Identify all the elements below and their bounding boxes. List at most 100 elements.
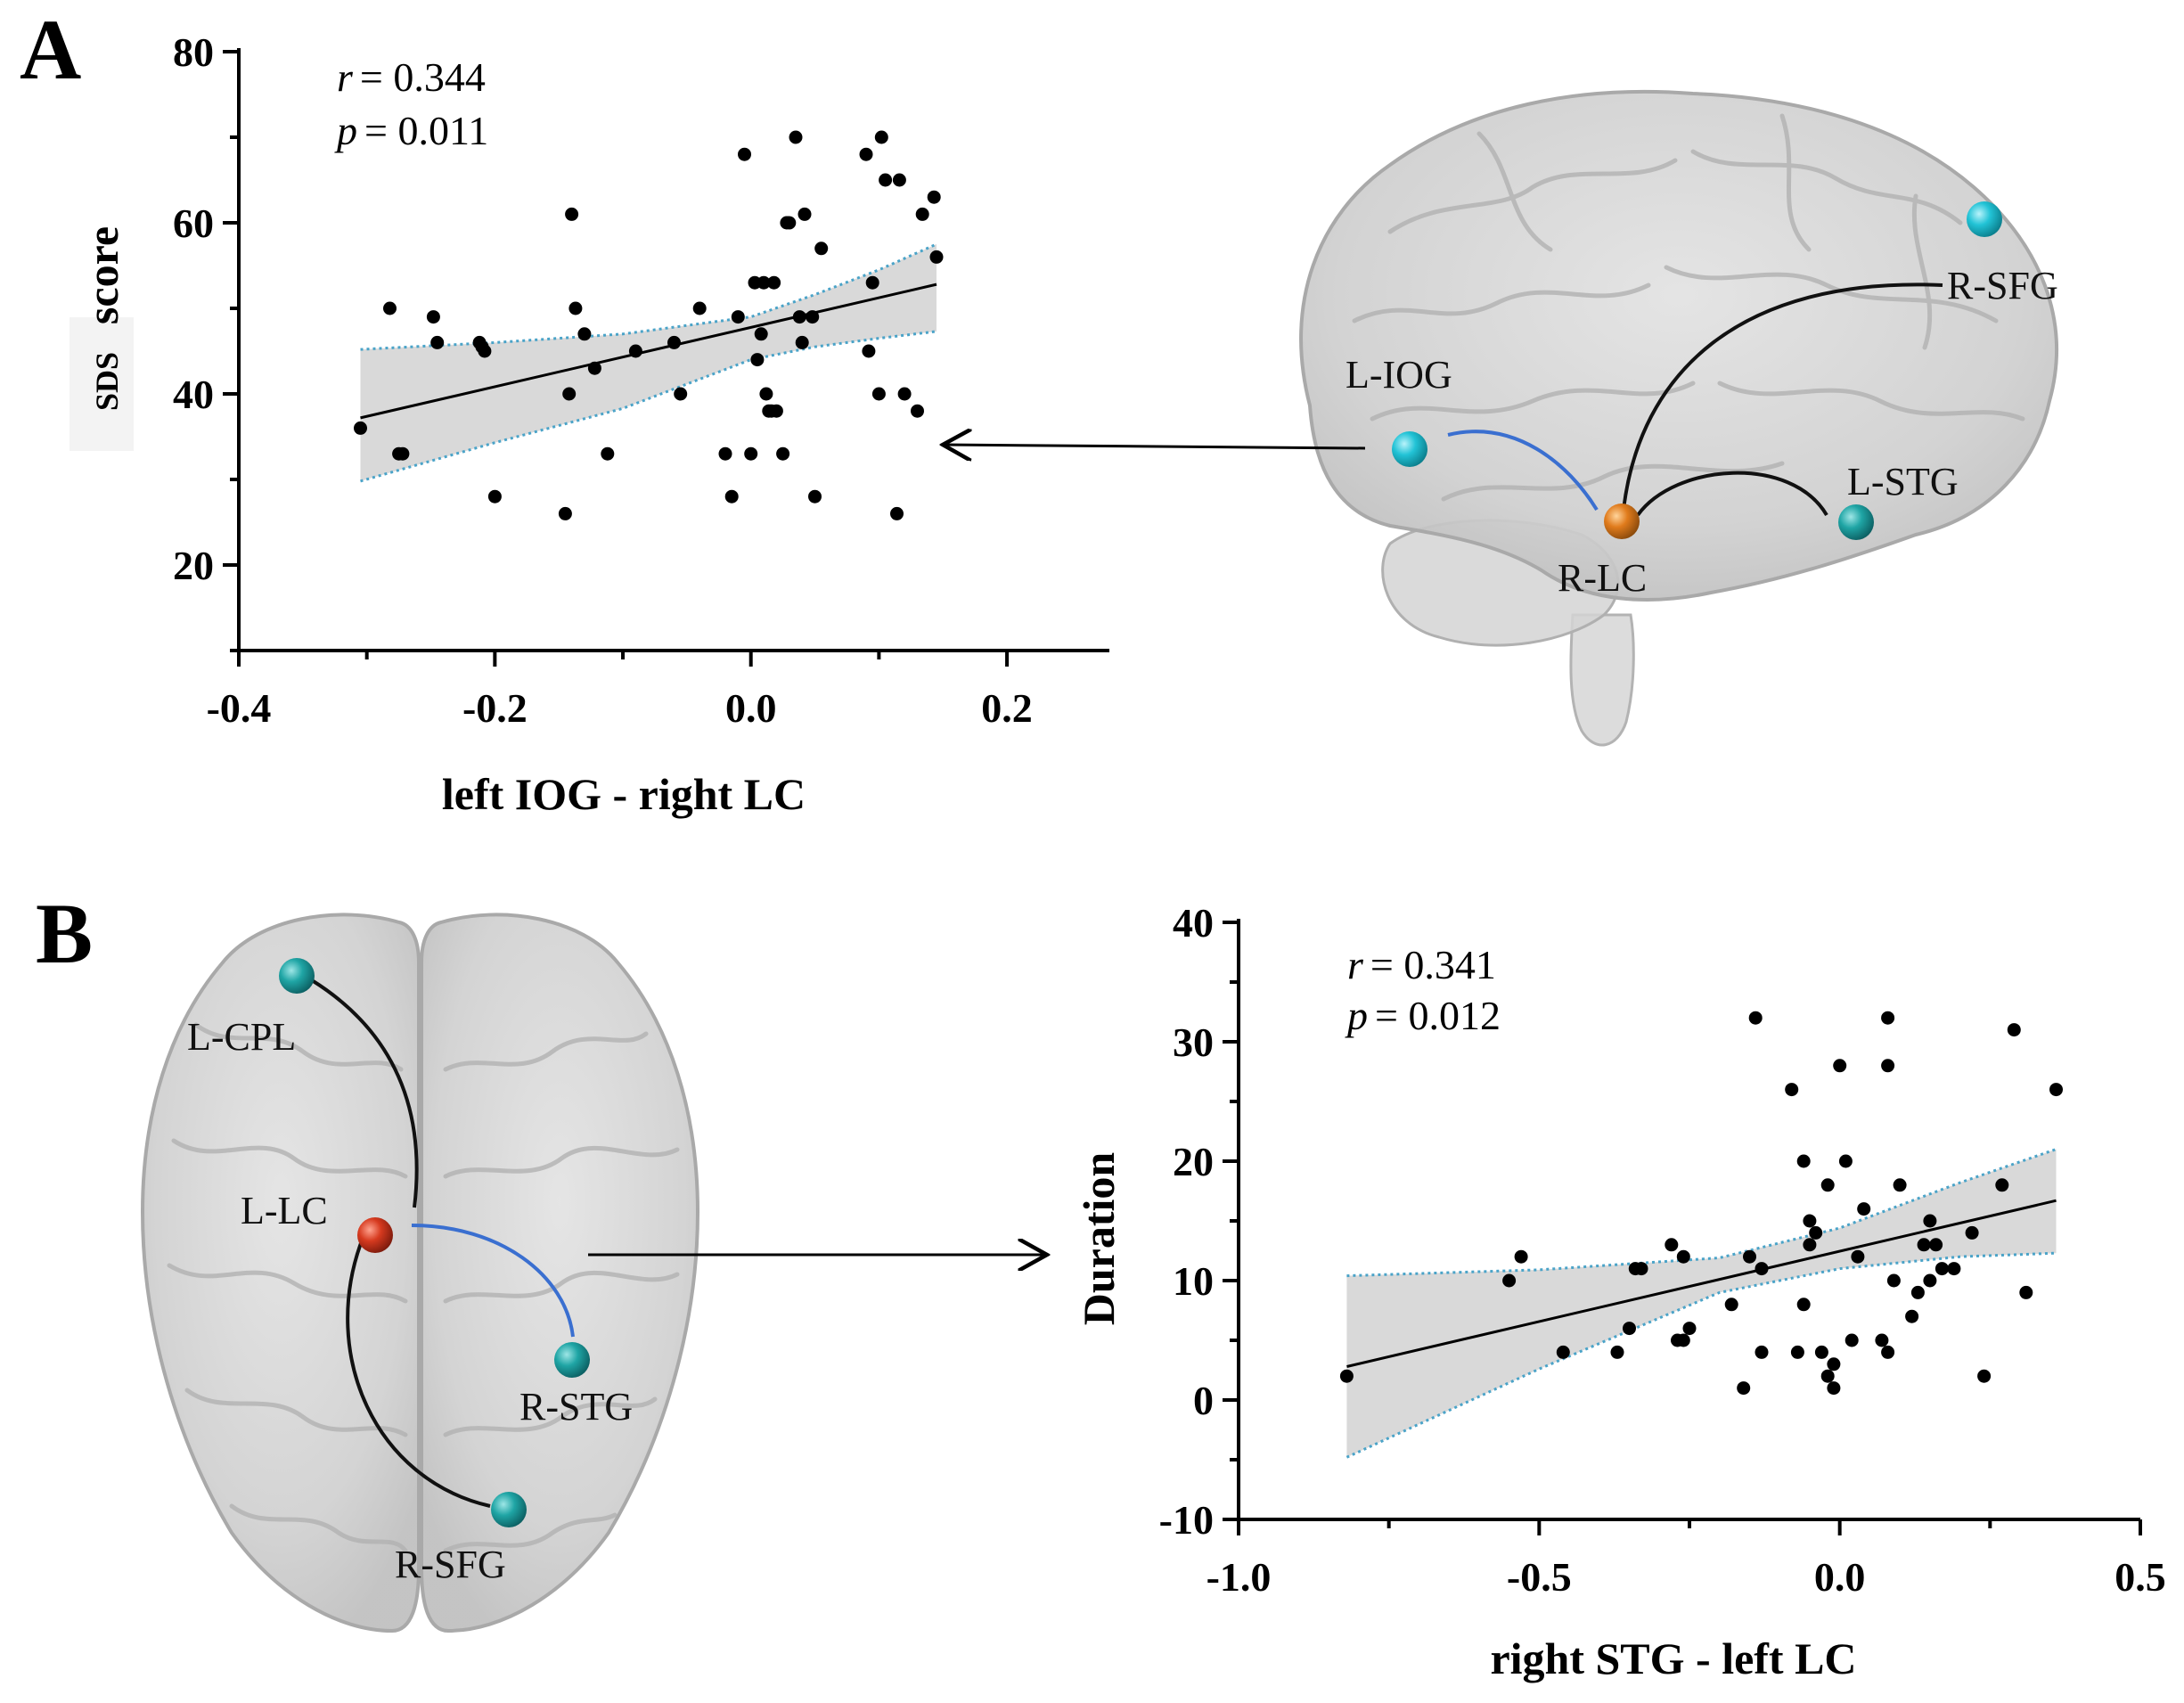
chart-b-y-tick-label: 40 (1173, 900, 1214, 946)
chart-b-point (1502, 1273, 1517, 1288)
chart-b-point (1875, 1333, 1889, 1347)
chart-b-ci-lower (1346, 1251, 2057, 1459)
chart-b-point (1929, 1238, 1943, 1252)
chart-b-point (1803, 1214, 1817, 1228)
chart-b-point (1995, 1178, 2009, 1192)
brain-b-axial: L-CPL L-LC R-STG R-SFG (140, 913, 1047, 1633)
chart-b-point (1676, 1333, 1690, 1347)
chart-b-point (1857, 1202, 1871, 1216)
chart-b-x-tick-label: -1.0 (1207, 1554, 1272, 1600)
chart-a-point (871, 387, 886, 401)
chart-a-point (426, 310, 440, 324)
chart-a-stats: r = 0.344 p = 0.011 (334, 54, 488, 153)
chart-a-point (865, 275, 879, 290)
chart-b-axes: -10 0 10 20 30 40 -1.0 -0.5 0.0 0.5 (1159, 900, 2166, 1600)
chart-b-point (2007, 1023, 2021, 1037)
chart-a-y-tick-label: 40 (173, 372, 214, 417)
chart-b-point (1514, 1249, 1528, 1264)
chart-b-y-tick-label: 0 (1193, 1378, 1214, 1423)
chart-a-point (862, 344, 876, 358)
chart-a-point (814, 242, 829, 256)
chart-a-y-tick-label: 20 (173, 543, 214, 588)
chart-b-point (1803, 1238, 1817, 1252)
chart-b-point (1556, 1345, 1570, 1359)
brain-b-right-hemisphere (420, 913, 700, 1633)
chart-a-point (750, 353, 765, 367)
chart-b-point (1748, 1011, 1763, 1025)
brain-a-sagittal: L-IOG R-SFG L-STG R-LC (943, 89, 2058, 747)
brain-a-label-r-sfg: R-SFG (1947, 264, 2058, 307)
brain-b-link-l-lc-r-stg (411, 1224, 575, 1338)
chart-a-point (792, 310, 806, 324)
chart-b-ci-band (1346, 1149, 2057, 1458)
brain-a-label-l-stg: L-STG (1847, 460, 1959, 504)
chart-b-point (1820, 1178, 1835, 1192)
chart-a-point (759, 387, 773, 401)
brain-a-node-l-iog (1392, 431, 1427, 467)
chart-b-point (1917, 1238, 1931, 1252)
brain-b-label-l-lc: L-LC (241, 1189, 328, 1232)
chart-a-point (674, 387, 688, 401)
chart-a-point (568, 301, 583, 315)
chart-b-stats: r = 0.341 p = 0.012 (1345, 942, 1501, 1038)
chart-a-point (487, 489, 502, 504)
chart-a-point (890, 506, 904, 520)
brain-a-label-r-lc: R-LC (1558, 556, 1647, 600)
chart-a-point (806, 310, 820, 324)
brain-a-arrow (943, 445, 1366, 448)
panel-a-letter: A (20, 2, 81, 97)
chart-a-point (767, 275, 781, 290)
chart-b-fit-line (1346, 1199, 2057, 1368)
chart-b-point (1935, 1262, 1949, 1276)
chart-a-point (782, 216, 797, 230)
chart-a-point (776, 446, 790, 461)
chart-a-x-tick-label: 0.0 (725, 685, 777, 731)
chart-b-ci-band-group (1346, 1148, 2057, 1459)
brain-a-link-l-iog-r-lc (1447, 430, 1599, 512)
chart-b-point (1838, 1154, 1853, 1168)
chart-b-point (1676, 1249, 1690, 1264)
brain-b-left-hemisphere (140, 913, 421, 1633)
chart-b-point (1881, 1059, 1895, 1073)
chart-b-point (1634, 1262, 1648, 1276)
chart-b-p-stat: p = 0.012 (1345, 993, 1501, 1038)
brain-a-link-r-lc-l-stg (1636, 471, 1828, 517)
chart-b-point (1820, 1369, 1835, 1383)
chart-a-point (354, 421, 367, 435)
chart-b-x-tick-label: -0.5 (1507, 1554, 1572, 1600)
brain-b-node-l-cpl (279, 958, 315, 994)
brain-b-gyri (167, 1022, 680, 1553)
chart-b-point (1947, 1262, 1961, 1276)
chart-b-point (2019, 1285, 2033, 1299)
brain-a-node-r-lc (1604, 504, 1640, 539)
chart-b-point (1610, 1345, 1624, 1359)
chart-a-point (731, 310, 745, 324)
chart-b-point (1737, 1381, 1751, 1396)
chart-b-point (1796, 1154, 1811, 1168)
chart-a-p-stat: p = 0.011 (334, 108, 488, 153)
chart-b-point (1814, 1345, 1828, 1359)
chart-b-point (1790, 1345, 1804, 1359)
chart-b: -10 0 10 20 30 40 -1.0 -0.5 0.0 0.5 right STG - l… (1074, 900, 2166, 1683)
chart-b-point (1623, 1322, 1636, 1336)
brain-b-label-r-stg: R-STG (519, 1385, 633, 1429)
chart-a-point (587, 361, 601, 375)
panel-b-letter: B (36, 886, 93, 981)
chart-a-point (396, 446, 410, 461)
chart-b-point (1851, 1249, 1865, 1264)
chart-a-point (808, 489, 822, 504)
chart-a-y-tick-label: 60 (173, 201, 214, 246)
chart-b-point (1827, 1381, 1841, 1396)
chart-a-point (565, 207, 579, 221)
chart-a-point (478, 344, 492, 358)
chart-b-point (1965, 1225, 1979, 1240)
chart-a-point (915, 207, 929, 221)
chart-a-point (892, 173, 906, 187)
chart-b-y-tick-label: 20 (1173, 1139, 1214, 1184)
chart-b-point (2049, 1083, 2063, 1097)
chart-b-point (1905, 1309, 1919, 1323)
chart-b-point (1682, 1322, 1697, 1336)
chart-a-point (911, 404, 924, 418)
brain-b-label-l-cpl: L-CPL (187, 1015, 296, 1059)
